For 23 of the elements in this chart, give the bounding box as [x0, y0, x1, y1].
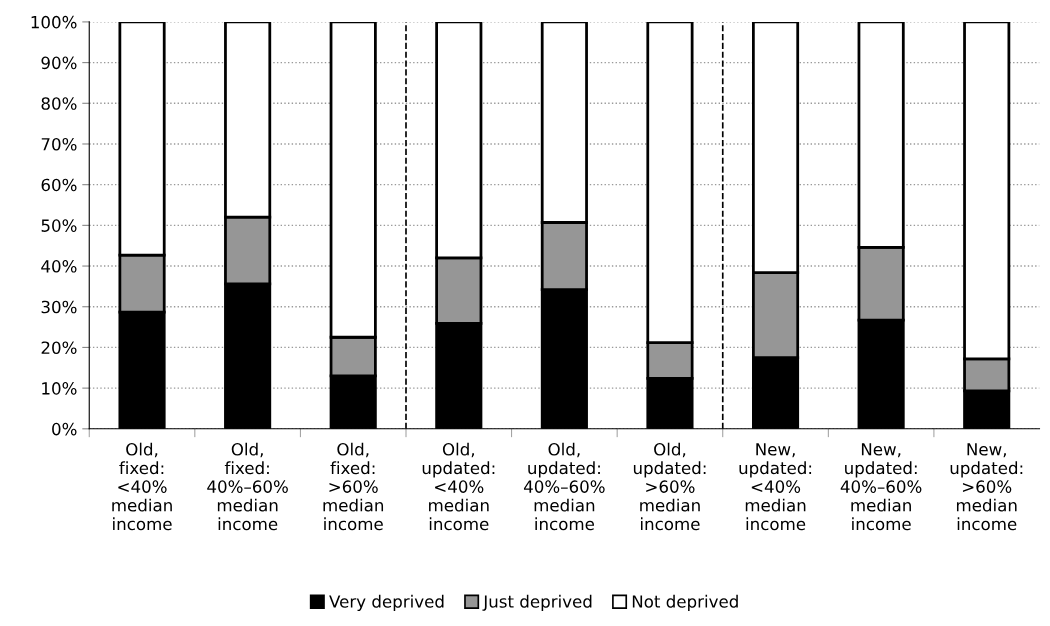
x-tick-label: New, updated: <40% median income — [739, 443, 812, 531]
x-tick-label: Old, updated: <40% median income — [422, 442, 495, 531]
y-tick-label: 50% — [41, 219, 77, 232]
y-tick-label: 20% — [41, 341, 77, 354]
y-tick-label: 70% — [41, 137, 77, 151]
legend-label: Just deprived — [482, 594, 592, 611]
y-tick-label: 100% — [31, 15, 77, 29]
x-tick-label: New, updated: 40%–60% median income — [840, 443, 922, 531]
y-tick-label: 90% — [41, 56, 77, 70]
y-tick-label: 40% — [41, 260, 77, 273]
legend-label: Very deprived — [329, 594, 444, 611]
y-tick-label: 30% — [41, 300, 77, 314]
y-tick-label: 80% — [41, 97, 77, 110]
y-tick-label: 0% — [52, 422, 77, 436]
y-tick-label: 10% — [42, 382, 77, 395]
legend-label: Not deprived — [632, 594, 738, 611]
x-tick-label: Old, fixed: <40% median income — [112, 442, 172, 531]
x-tick-label: Old, updated: >60% median income — [633, 442, 706, 531]
x-tick-label: New, updated: >60% median income — [950, 443, 1023, 531]
x-tick-label: Old, updated: 40%–60% median income — [523, 442, 605, 531]
y-tick-label: 60% — [41, 178, 77, 192]
x-tick-label: Old, fixed: >60% median income — [323, 442, 384, 531]
x-tick-label: Old, fixed: 40%–60% median income — [207, 442, 288, 531]
